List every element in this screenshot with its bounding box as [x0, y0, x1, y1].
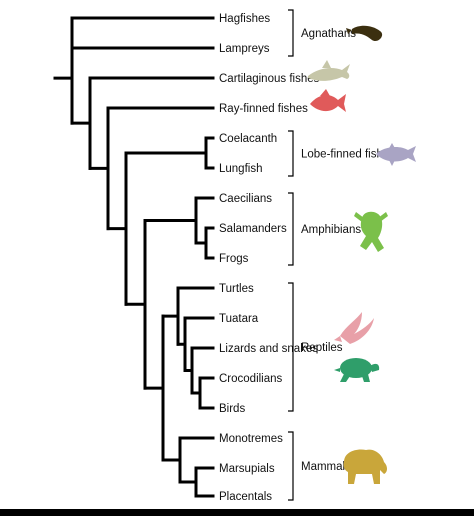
taxon-label: Turtles: [219, 283, 254, 295]
group-bracket: [288, 431, 294, 501]
bear-icon: [343, 449, 387, 484]
taxon-label: Caecilians: [219, 193, 272, 205]
taxon-label: Frogs: [219, 253, 249, 265]
taxon-label: Cartilaginous fishes: [219, 73, 320, 85]
taxon-label: Lungfish: [219, 163, 262, 175]
taxon-label: Ray-finned fishes: [219, 103, 308, 115]
group-label: Reptiles: [301, 342, 343, 354]
group-label: Amphibians: [301, 224, 361, 236]
group-bracket: [288, 192, 294, 266]
taxon-label: Lampreys: [219, 43, 270, 55]
turtle-icon: [334, 358, 380, 382]
taxon-label: Placentals: [219, 491, 272, 503]
bottom-border: [0, 509, 474, 516]
bird-icon: [334, 312, 374, 344]
taxon-label: Monotremes: [219, 433, 283, 445]
taxon-label: Crocodilians: [219, 373, 283, 385]
taxon-label: Coelacanth: [219, 133, 277, 145]
coelacanth-icon: [376, 143, 416, 166]
taxon-label: Birds: [219, 403, 245, 415]
group-bracket: [288, 9, 294, 57]
group-bracket: [288, 130, 294, 177]
lamprey-icon: [346, 25, 383, 42]
taxon-label: Hagfishes: [219, 13, 270, 25]
tree-branches: [53, 16, 215, 498]
shark-icon: [308, 60, 350, 81]
group-bracket: [288, 282, 294, 412]
group-label: Mammals: [301, 461, 351, 473]
taxon-label: Tuatara: [219, 313, 259, 325]
group-label: Lobe-finned fishes: [301, 149, 395, 161]
ray-finned-fish-icon: [310, 89, 346, 112]
taxon-label: Salamanders: [219, 223, 287, 235]
taxon-label: Marsupials: [219, 463, 275, 475]
taxon-labels: Hagfishes Lampreys Cartilaginous fishes Ray…: [219, 13, 320, 503]
frog-icon: [354, 211, 388, 252]
group-label: Agnathans: [301, 28, 356, 40]
group-brackets: Agnathans Lobe-finned fishes Amphibians Rep…: [288, 9, 395, 501]
